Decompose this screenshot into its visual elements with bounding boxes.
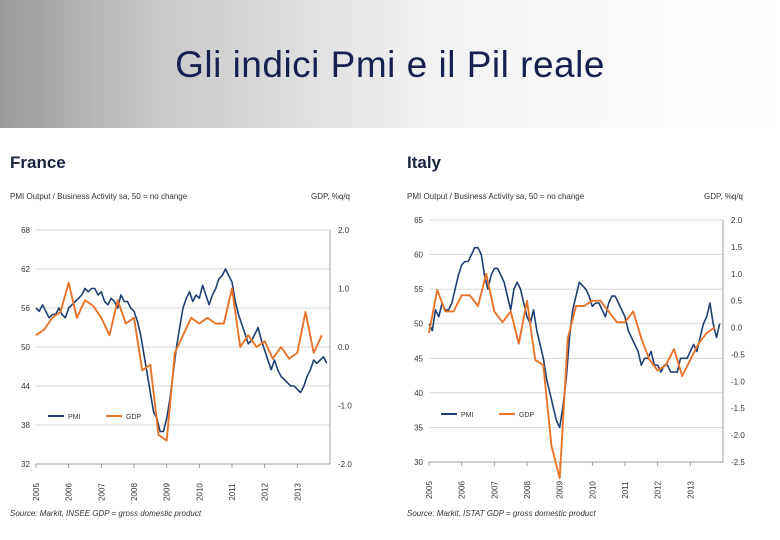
chart-panel-france: France PMI Output / Business Activity sa,… [8,140,368,525]
italy-y-right-tick: -1.5 [731,404,745,413]
chart-panel-italy: Italy PMI Output / Business Activity sa, … [405,140,765,525]
italy-x-tick-label: 2008 [523,481,532,499]
chart-france: France PMI Output / Business Activity sa,… [10,153,352,518]
italy-y-right-tick: 0.0 [731,324,743,333]
france-legend-pmi-label: PMI [68,414,81,421]
italy-y-left-tick: 50 [414,320,423,329]
france-x-tick-label: 2013 [293,483,302,501]
france-y-left-tick: 32 [21,460,30,469]
italy-legend-pmi-label: PMI [461,412,474,419]
italy-y-left-tick: 40 [414,389,423,398]
italy-x-tick-label: 2007 [490,481,499,499]
italy-y-left-tick: 65 [414,216,423,225]
chart-italy: Italy PMI Output / Business Activity sa, … [407,153,745,518]
italy-y-right-tick: 0.5 [731,297,743,306]
france-x-tick-label: 2011 [228,483,237,501]
italy-x-tick-label: 2010 [588,481,597,499]
france-series-pmi-line [35,268,328,433]
slide-header [0,0,780,128]
france-x-tick-label: 2008 [130,483,139,501]
france-y-right-tick: -2.0 [338,460,352,469]
italy-y-left-tick: 45 [414,354,423,363]
italy-y-left-tick: 55 [414,285,423,294]
france-x-tick-label: 2005 [32,483,41,501]
france-title: France [10,153,66,172]
italy-right-axis-label: GDP, %q/q [704,192,743,201]
italy-subtitle: PMI Output / Business Activity sa, 50 = … [407,192,585,201]
italy-series-gdp-line [428,272,716,480]
france-x-tick-label: 2009 [163,483,172,501]
france-y-left-tick: 38 [21,421,30,430]
france-source: Source: Markit, INSEE GDP = gross domest… [10,509,202,518]
italy-x-tick-label: 2009 [556,481,565,499]
italy-y-right-tick: 1.0 [731,270,743,279]
italy-y-right-tick: -2.0 [731,431,745,440]
france-series-gdp-line [35,281,323,442]
france-y-left-tick: 68 [21,226,30,235]
france-y-right-tick: 1.0 [338,285,350,294]
italy-x-tick-label: 2013 [686,481,695,499]
france-y-right-tick: -1.0 [338,402,352,411]
france-x-tick-label: 2006 [65,483,74,501]
italy-y-right-tick: 2.0 [731,216,743,225]
france-x-tick-label: 2012 [261,483,270,501]
italy-x-tick-label: 2012 [654,481,663,499]
italy-x-tick-label: 2006 [458,481,467,499]
slide-title: Gli indici Pmi e il Pil reale [175,44,605,85]
italy-series-pmi-line [428,246,721,429]
france-y-left-tick: 44 [21,382,30,391]
italy-y-right-tick: -2.5 [731,458,745,467]
italy-y-left-tick: 60 [414,251,423,260]
france-y-right-tick: 2.0 [338,226,350,235]
italy-y-right-tick: 1.5 [731,243,743,252]
italy-legend-gdp-label: GDP [519,412,535,419]
france-legend-gdp-label: GDP [126,414,142,421]
france-y-right-tick: 0.0 [338,343,350,352]
italy-source: Source: Markit, ISTAT GDP = gross domest… [407,509,596,518]
france-subtitle: PMI Output / Business Activity sa, 50 = … [10,192,188,201]
italy-y-left-tick: 30 [414,458,423,467]
france-x-tick-label: 2007 [97,483,106,501]
france-y-left-tick: 62 [21,265,30,274]
italy-y-left-tick: 35 [414,423,423,432]
italy-y-right-tick: -1.0 [731,377,745,386]
france-y-left-tick: 50 [21,343,30,352]
italy-x-tick-label: 2011 [621,481,630,499]
france-right-axis-label: GDP, %q/q [311,192,350,201]
france-y-left-tick: 56 [21,304,30,313]
france-x-tick-label: 2010 [195,483,204,501]
italy-y-right-tick: -0.5 [731,350,745,359]
italy-x-tick-label: 2005 [425,481,434,499]
italy-title: Italy [407,153,442,172]
